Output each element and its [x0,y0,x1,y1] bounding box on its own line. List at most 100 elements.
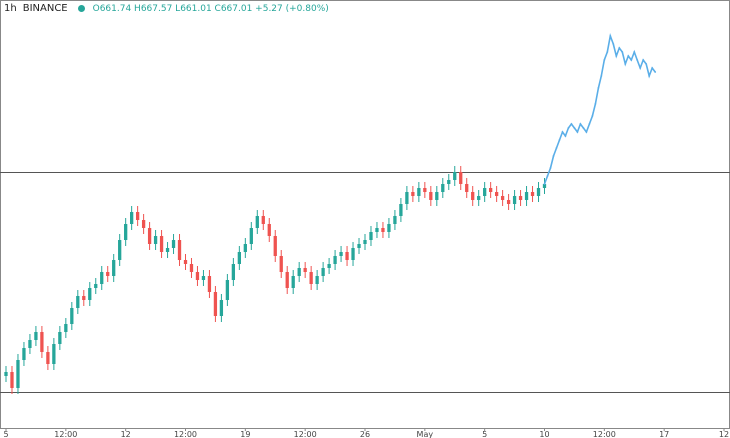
candle[interactable] [279,250,283,278]
candle[interactable] [243,238,247,258]
candle[interactable] [417,182,421,202]
candle[interactable] [309,266,313,290]
candle[interactable] [273,230,277,262]
candle[interactable] [321,262,325,282]
horizontal-levels [0,172,730,393]
candle[interactable] [405,186,409,210]
candle[interactable] [4,366,8,382]
candle[interactable] [22,342,26,366]
candle[interactable] [536,182,541,202]
candle[interactable] [76,290,80,314]
candle[interactable] [399,198,403,222]
price-line[interactable] [543,33,656,185]
candle-body [321,268,325,276]
candle[interactable] [297,262,301,282]
candle[interactable] [285,266,289,294]
candle[interactable] [147,222,152,250]
candle[interactable] [530,186,535,202]
candle[interactable] [130,206,134,230]
candle-body [411,192,415,196]
candle[interactable] [231,258,236,286]
candle[interactable] [165,242,170,258]
candle[interactable] [339,246,343,262]
candle[interactable] [518,190,523,206]
x-tick-label: 19 [240,430,250,438]
x-tick-label: 5 [3,430,8,438]
candle[interactable] [393,210,397,230]
candle[interactable] [195,266,200,286]
candle[interactable] [477,190,481,206]
interval-label[interactable]: 1h [4,3,17,14]
candle[interactable] [225,274,230,306]
candle[interactable] [489,182,493,198]
candle[interactable] [375,222,379,238]
candle[interactable] [141,214,146,234]
candle[interactable] [171,234,176,254]
candle[interactable] [524,186,529,206]
candle[interactable] [219,294,224,322]
candle[interactable] [94,278,98,294]
candle[interactable] [177,234,182,266]
exchange-label[interactable]: BINANCE [22,3,68,14]
candle[interactable] [387,218,391,238]
candle[interactable] [459,166,463,190]
candle[interactable] [471,186,475,206]
candle[interactable] [82,290,86,306]
candle[interactable] [124,218,128,246]
candle[interactable] [542,178,547,194]
candle[interactable] [381,222,385,238]
candle[interactable] [106,266,110,282]
candle[interactable] [52,338,56,370]
candle[interactable] [512,190,517,210]
candle[interactable] [357,238,361,254]
candle[interactable] [64,318,68,338]
candle[interactable] [153,230,158,250]
candle[interactable] [16,354,20,394]
candle[interactable] [46,346,50,370]
candle[interactable] [183,254,188,270]
candle[interactable] [213,286,218,322]
candle[interactable] [201,270,206,286]
candle[interactable] [411,186,415,202]
candle[interactable] [207,270,212,298]
candle[interactable] [70,302,74,330]
candle[interactable] [363,234,367,250]
candle[interactable] [100,266,104,290]
candle[interactable] [369,226,373,246]
candle[interactable] [28,334,32,354]
candle[interactable] [159,230,164,258]
candle[interactable] [58,326,62,350]
candle[interactable] [88,282,92,306]
candle[interactable] [303,262,307,278]
candle[interactable] [453,166,457,186]
candle[interactable] [261,210,265,230]
candle[interactable] [267,218,271,242]
candle[interactable] [506,194,511,210]
candle[interactable] [500,190,505,206]
candle[interactable] [333,250,337,270]
candle[interactable] [345,246,349,266]
candle[interactable] [465,178,469,198]
candle[interactable] [255,210,259,234]
candle[interactable] [189,258,194,278]
candle[interactable] [483,182,487,202]
candle[interactable] [429,186,433,206]
candle[interactable] [435,186,439,206]
candle[interactable] [118,234,122,266]
candle[interactable] [34,326,38,346]
candle[interactable] [40,326,44,358]
candle[interactable] [327,258,331,274]
candle[interactable] [10,366,14,394]
candle[interactable] [291,270,295,294]
candle[interactable] [351,242,355,266]
candle[interactable] [315,270,319,290]
candle[interactable] [237,246,241,270]
candle[interactable] [494,186,499,202]
candle[interactable] [447,174,451,190]
candle[interactable] [112,254,116,282]
candle[interactable] [441,178,445,198]
candle[interactable] [249,222,253,250]
candle[interactable] [423,182,427,198]
candle[interactable] [135,206,140,226]
